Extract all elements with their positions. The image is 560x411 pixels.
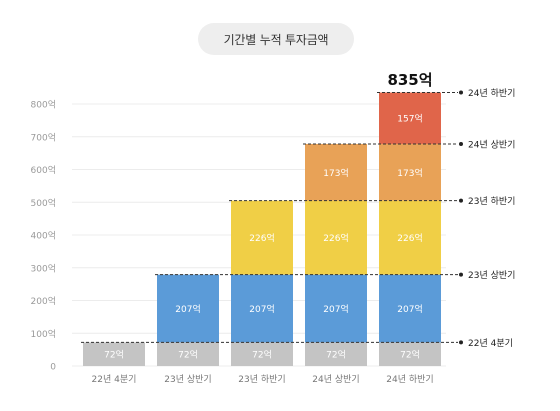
x-tick-label: 23년 하반기 xyxy=(238,374,285,385)
x-tick-label: 24년 하반기 xyxy=(386,374,433,385)
reference-label: 23년 하반기 xyxy=(468,196,515,207)
y-tick-label: 100억 xyxy=(31,328,56,340)
bar-segment xyxy=(231,274,293,343)
bar-segment xyxy=(379,143,441,201)
x-tick-label: 22년 4분기 xyxy=(92,374,137,385)
bars: 72억 72억 207억 72억 207억 226억 72억 207억 226억 173억 72억 2… xyxy=(83,92,441,366)
bar-segment xyxy=(379,342,441,366)
bar-segment xyxy=(379,92,441,144)
reference-lines: 22년 4분기 23년 상반기 23년 하반기 24년 상반기 24년 하반기 xyxy=(81,88,515,349)
reference-label: 23년 상반기 xyxy=(468,270,515,281)
bar-stack: 72억 207억 226억 xyxy=(231,200,293,366)
bar-segment xyxy=(305,274,367,343)
bar-segment xyxy=(305,342,367,366)
bar-value-label: 157억 xyxy=(397,113,422,125)
bar-segment xyxy=(231,342,293,366)
chart-title: 기간별 누적 투자금액 xyxy=(198,23,354,55)
bar-segment xyxy=(379,200,441,275)
bar-segment xyxy=(231,200,293,275)
y-tick-label: 700억 xyxy=(31,131,56,143)
x-tick-label: 24년 상반기 xyxy=(312,374,359,385)
reference-dot xyxy=(459,90,463,95)
bar-value-label: 207억 xyxy=(323,303,348,315)
y-axis-ticks: 0 100억 200억 300억 400억 500억 600억 700억 800억 xyxy=(31,99,57,373)
bar-stack: 72억 207억 226억 173억 xyxy=(305,143,367,366)
bar-stack: 72억 xyxy=(83,342,145,366)
bar-value-label: 173억 xyxy=(397,167,422,179)
bar-value-label: 226억 xyxy=(323,232,348,244)
y-tick-label: 0 xyxy=(50,363,56,373)
bar-value-label: 72억 xyxy=(104,349,124,361)
bar-value-label: 173억 xyxy=(323,167,348,179)
y-tick-label: 200억 xyxy=(31,295,56,307)
bar-value-label: 72억 xyxy=(252,349,272,361)
reference-label: 24년 하반기 xyxy=(468,88,515,99)
bar-segment xyxy=(305,200,367,275)
bar-stack: 72억 207억 xyxy=(157,274,219,366)
bar-value-label: 72억 xyxy=(400,349,420,361)
bar-value-label: 72억 xyxy=(178,349,198,361)
y-tick-label: 400억 xyxy=(31,230,56,242)
bar-value-label: 207억 xyxy=(249,303,274,315)
bar-segment xyxy=(157,274,219,343)
bar-value-label: 72억 xyxy=(326,349,346,361)
x-axis-ticks: 22년 4분기 23년 상반기 23년 하반기 24년 상반기 24년 하반기 xyxy=(92,374,434,385)
reference-dot xyxy=(459,198,463,203)
bar-segment xyxy=(379,274,441,343)
bar-value-label: 207억 xyxy=(397,303,422,315)
y-tick-label: 500억 xyxy=(31,197,56,209)
reference-dot xyxy=(459,272,463,277)
y-tick-label: 300억 xyxy=(31,262,56,274)
x-tick-label: 23년 상반기 xyxy=(164,374,211,385)
total-label: 835억 xyxy=(387,71,432,89)
reference-dot xyxy=(459,340,463,345)
bar-value-label: 226억 xyxy=(249,232,274,244)
y-tick-label: 800억 xyxy=(31,99,56,111)
y-tick-label: 600억 xyxy=(31,164,56,176)
bar-segment xyxy=(83,342,145,366)
bar-value-label: 226억 xyxy=(397,232,422,244)
reference-label: 22년 4분기 xyxy=(468,338,513,349)
bar-segment xyxy=(157,342,219,366)
bar-stack: 72억 207억 226억 173억 157억 xyxy=(379,92,441,366)
reference-label: 24년 상반기 xyxy=(468,139,515,150)
bar-value-label: 207억 xyxy=(175,303,200,315)
bar-segment xyxy=(305,143,367,201)
reference-dot xyxy=(459,141,463,146)
